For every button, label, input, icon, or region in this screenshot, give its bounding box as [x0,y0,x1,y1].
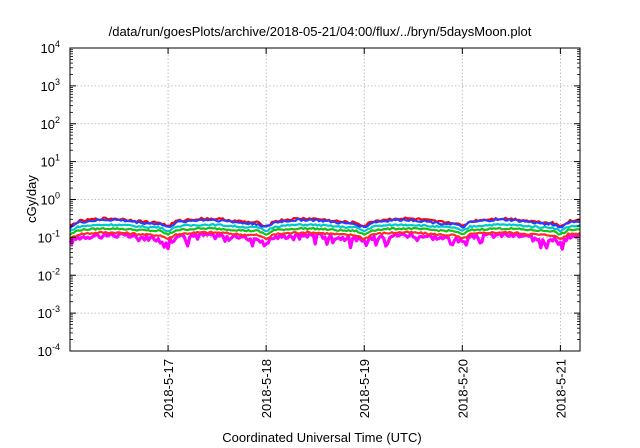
series-line [69,217,581,230]
x-tick-label: 2018-5-17 [161,359,176,418]
series-line [69,226,581,236]
y-tick-label: 10-1 [38,228,60,245]
y-tick-label: 102 [41,115,60,132]
x-tick-label: 2018-5-21 [553,359,568,418]
x-tick-label: 2018-5-18 [259,359,274,418]
y-tick-label: 10-3 [38,304,60,321]
series-line [68,231,581,251]
y-tick-label: 10-4 [38,342,60,359]
chart-title: /data/run/goesPlots/archive/2018-05-21/0… [109,24,532,39]
x-axis-label: Coordinated Universal Time (UTC) [222,430,421,445]
y-axis-label: cGy/day [24,175,39,223]
y-tick-label: 100 [41,191,60,208]
series-line [69,223,581,233]
x-tick-label: 2018-5-20 [455,359,470,418]
y-tick-label: 104 [41,39,60,56]
x-axis-ticks: 2018-5-17 2018-5-18 2018-5-19 2018-5-20 2018… [161,48,568,418]
series-line [69,230,581,241]
data-series [68,216,581,251]
y-tick-label: 101 [41,153,60,170]
x-tick-label: 2018-5-19 [357,359,372,418]
y-tick-label: 103 [41,77,60,94]
plot-frame [69,47,581,352]
y-axis-ticks: 10-4 10-3 10-2 10-1 100 101 102 103 104 [38,39,580,359]
grid-lines [70,48,580,351]
y-tick-label: 10-2 [38,266,60,283]
